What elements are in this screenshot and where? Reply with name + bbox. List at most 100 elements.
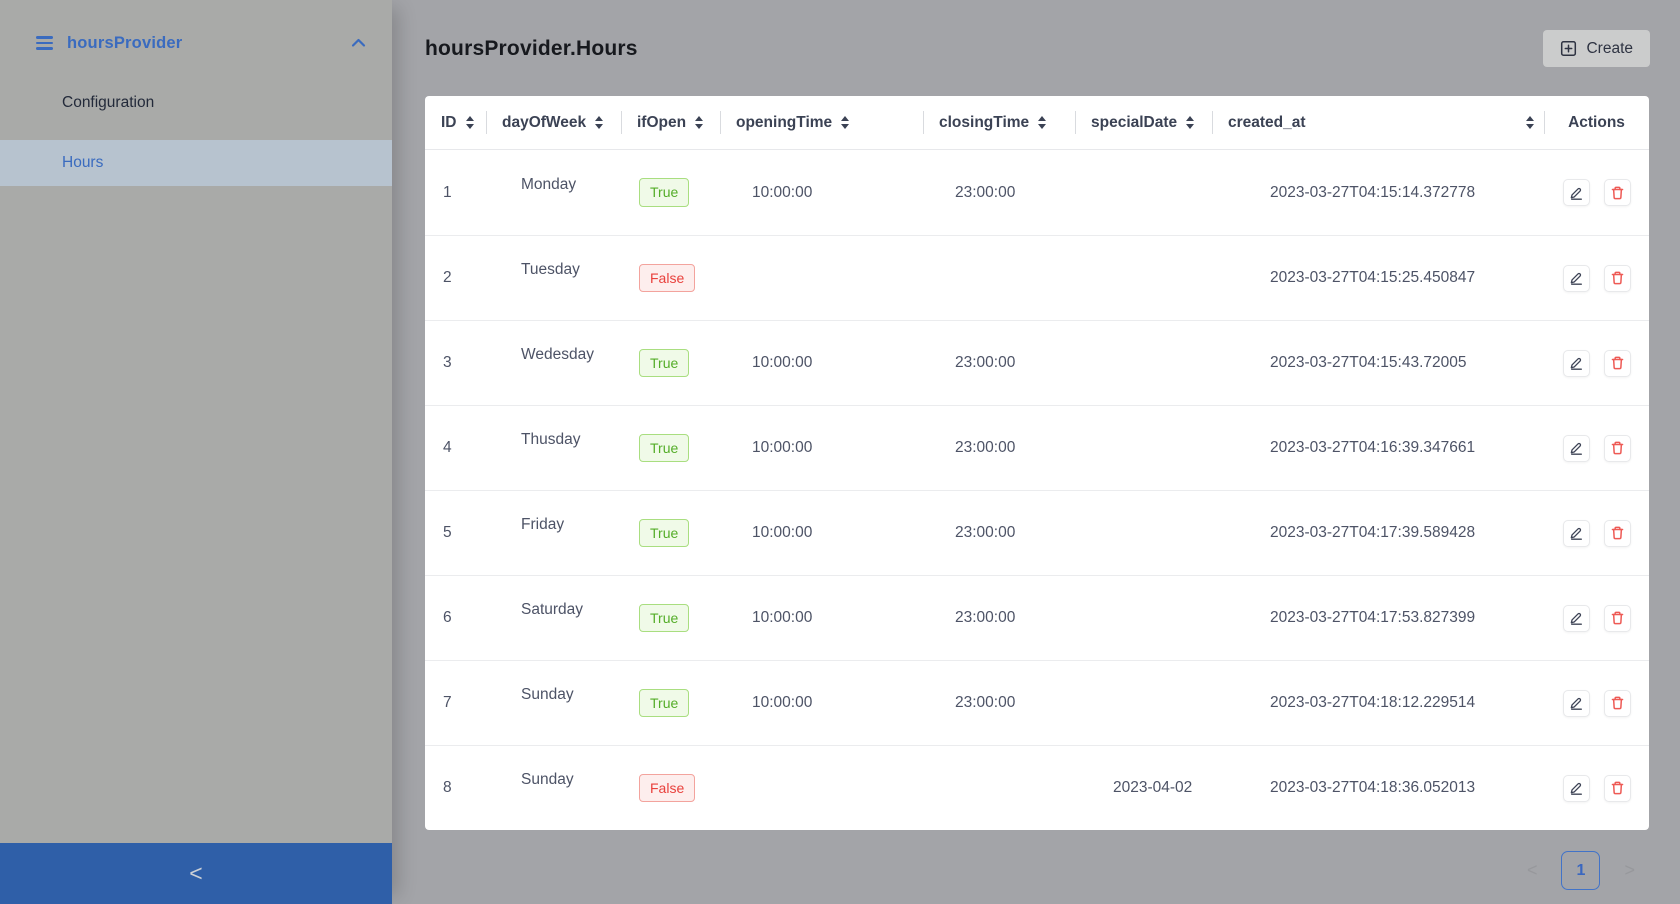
sort-up-arrow xyxy=(1186,116,1195,122)
sidebar-nav: Configuration Hours xyxy=(0,80,392,186)
trash-icon xyxy=(1610,185,1625,201)
edit-button[interactable] xyxy=(1562,774,1590,802)
column-header-ifOpen[interactable]: ifOpen xyxy=(621,96,720,149)
pencil-icon xyxy=(1569,355,1584,371)
column-header-openingTime[interactable]: openingTime xyxy=(720,96,923,149)
pencil-icon xyxy=(1569,440,1584,456)
pencil-icon xyxy=(1569,525,1584,541)
cell-actions xyxy=(1544,179,1649,206)
column-label: openingTime xyxy=(736,113,833,131)
sort-icon[interactable] xyxy=(841,116,850,129)
sidebar-collapse-button[interactable]: < xyxy=(0,843,392,904)
column-label: dayOfWeek xyxy=(502,113,587,131)
pagination-page-1[interactable]: 1 xyxy=(1561,851,1601,890)
cell-closingTime: 23:00:00 xyxy=(955,183,1016,201)
edit-button[interactable] xyxy=(1562,689,1590,717)
cell-dayOfWeek: Wedesday xyxy=(521,346,594,363)
page-header: hoursProvider.Hours Create xyxy=(392,0,1680,67)
ifopen-badge: False xyxy=(639,263,696,293)
pagination: < 1 > xyxy=(392,851,1680,890)
chevron-left-icon: < xyxy=(189,860,203,886)
delete-button[interactable] xyxy=(1603,519,1631,547)
edit-button[interactable] xyxy=(1562,349,1590,377)
delete-button[interactable] xyxy=(1603,774,1631,802)
delete-button[interactable] xyxy=(1603,349,1631,377)
cell-created_at: 2023-03-27T04:18:12.229514 xyxy=(1270,694,1476,711)
column-header-closingTime[interactable]: closingTime xyxy=(923,96,1075,149)
chevron-up-icon[interactable] xyxy=(351,38,366,48)
cell-id: 1 xyxy=(443,183,452,201)
cell-id: 3 xyxy=(443,354,452,371)
cell-ifOpen: True xyxy=(621,178,720,207)
column-label: ID xyxy=(441,113,457,131)
cell-actions xyxy=(1544,689,1649,717)
ifopen-badge: True xyxy=(639,688,690,718)
column-label: ifOpen xyxy=(637,113,687,131)
cell-created_at: 2023-03-27T04:15:14.372778 xyxy=(1270,183,1476,201)
edit-button[interactable] xyxy=(1562,519,1590,547)
sidebar-app-header[interactable]: hoursProvider xyxy=(0,0,392,60)
cell-created_at: 2023-03-27T04:15:43.72005 xyxy=(1270,354,1467,371)
cell-specialDate: 2023-04-02 xyxy=(1113,779,1193,796)
edit-button[interactable] xyxy=(1562,434,1590,462)
table-row: 3 Wedesday True 10:00:00 23:00:00 2023-03-27T… xyxy=(425,320,1649,405)
cell-openingTime: 10:00:00 xyxy=(752,439,813,456)
sort-down-arrow xyxy=(695,123,704,129)
table-row: 4 Thusday True 10:00:00 23:00:00 2023-03-27T0… xyxy=(425,405,1649,490)
cell-openingTime: 10:00:00 xyxy=(752,524,813,541)
sidebar: hoursProvider Configuration Hours < xyxy=(0,0,392,904)
pencil-icon xyxy=(1569,780,1584,796)
sort-icon[interactable] xyxy=(695,116,704,129)
pencil-icon xyxy=(1569,610,1584,626)
page-title: hoursProvider.Hours xyxy=(425,36,638,60)
cell-closingTime: 23:00:00 xyxy=(955,524,1016,541)
ifopen-badge: True xyxy=(639,178,690,207)
menu-icon[interactable] xyxy=(36,36,53,50)
cell-openingTime: 10:00:00 xyxy=(752,183,813,201)
cell-openingTime: 10:00:00 xyxy=(752,609,813,626)
column-header-id[interactable]: ID xyxy=(425,96,486,149)
sort-down-arrow xyxy=(465,123,474,129)
pagination-next-icon[interactable]: > xyxy=(1624,860,1635,880)
trash-icon xyxy=(1610,440,1625,456)
cell-actions xyxy=(1544,604,1649,632)
sort-icon[interactable] xyxy=(595,116,604,129)
sort-icon[interactable] xyxy=(1186,116,1195,129)
sort-icon[interactable] xyxy=(1038,116,1047,129)
cell-created_at: 2023-03-27T04:18:36.052013 xyxy=(1270,779,1476,796)
ifopen-badge: True xyxy=(639,518,690,548)
delete-button[interactable] xyxy=(1603,689,1631,717)
delete-button[interactable] xyxy=(1603,604,1631,632)
column-header-created_at[interactable]: created_at xyxy=(1212,96,1544,149)
sort-icon[interactable] xyxy=(465,116,474,129)
table-row: 1 Monday True 10:00:00 23:00:00 2023-03-27T04… xyxy=(425,150,1649,235)
edit-button[interactable] xyxy=(1562,264,1590,292)
sidebar-item-hours[interactable]: Hours xyxy=(0,140,392,186)
delete-button[interactable] xyxy=(1603,264,1631,292)
cell-dayOfWeek: Saturday xyxy=(521,601,584,618)
sidebar-item-configuration[interactable]: Configuration xyxy=(0,80,392,126)
cell-openingTime: 10:00:00 xyxy=(752,694,813,711)
table-body: 1 Monday True 10:00:00 23:00:00 2023-03-27T04… xyxy=(425,150,1649,830)
create-button[interactable]: Create xyxy=(1543,30,1650,67)
pagination-prev-icon[interactable]: < xyxy=(1526,860,1538,880)
cell-ifOpen: True xyxy=(621,688,720,718)
cell-closingTime: 23:00:00 xyxy=(955,439,1016,456)
cell-id: 4 xyxy=(443,439,452,456)
column-header-specialDate[interactable]: specialDate xyxy=(1075,96,1212,149)
cell-openingTime: 10:00:00 xyxy=(752,354,813,371)
cell-ifOpen: True xyxy=(621,518,720,548)
edit-button[interactable] xyxy=(1562,604,1590,632)
column-header-dayOfWeek[interactable]: dayOfWeek xyxy=(486,96,621,149)
sort-up-arrow xyxy=(595,116,604,122)
cell-id: 2 xyxy=(443,269,452,286)
ifopen-badge: True xyxy=(639,433,690,463)
delete-button[interactable] xyxy=(1603,434,1631,462)
edit-button[interactable] xyxy=(1562,179,1590,206)
delete-button[interactable] xyxy=(1603,179,1631,206)
cell-dayOfWeek: Monday xyxy=(521,175,577,193)
sort-down-arrow xyxy=(1526,123,1534,129)
ifopen-badge: True xyxy=(639,348,690,378)
cell-id: 8 xyxy=(443,779,452,796)
sort-icon[interactable] xyxy=(1526,116,1534,129)
